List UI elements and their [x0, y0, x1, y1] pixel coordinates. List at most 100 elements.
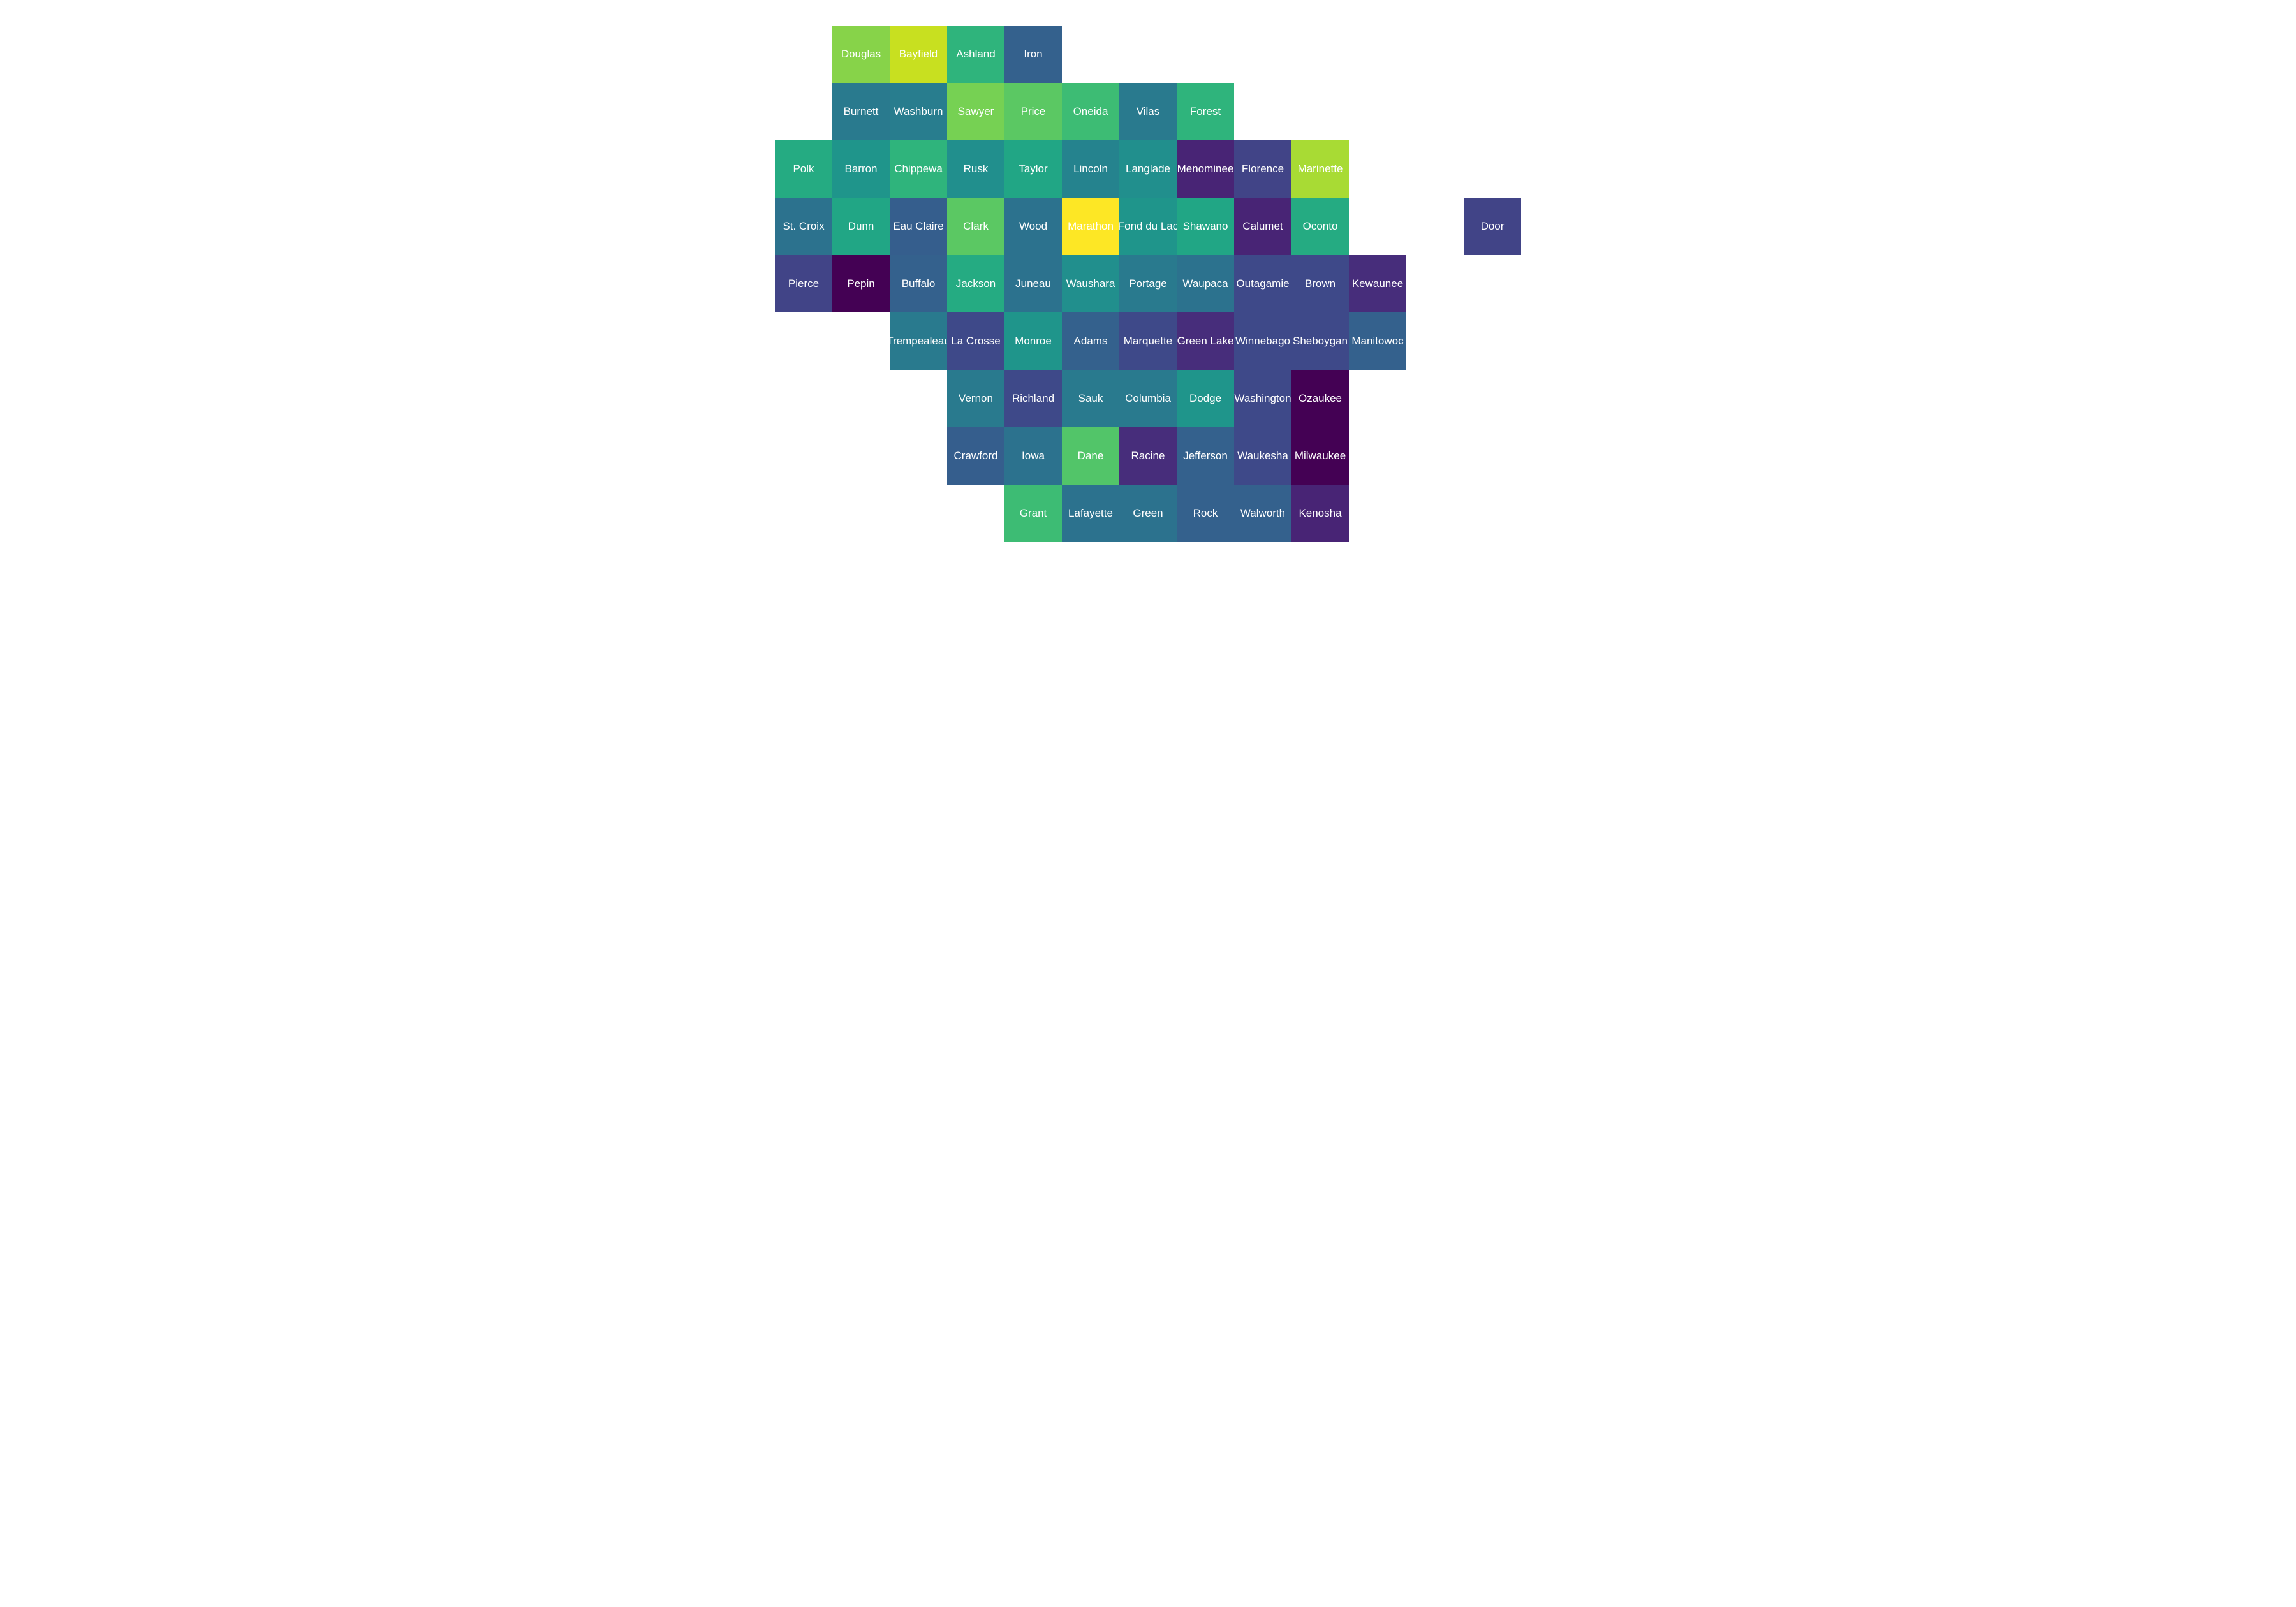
tile-label: Marathon: [1068, 220, 1114, 233]
tile-label: Rock: [1193, 507, 1218, 520]
tile-menominee: Menominee: [1177, 140, 1234, 198]
tile-adams: Adams: [1062, 312, 1119, 370]
tile-label: Dodge: [1189, 392, 1221, 405]
tile-calumet: Calumet: [1234, 198, 1292, 255]
tile-pepin: Pepin: [832, 255, 890, 312]
tile-lafayette: Lafayette: [1062, 485, 1119, 542]
tile-manitowoc: Manitowoc: [1349, 312, 1406, 370]
tile-label: Fond du Lac: [1119, 220, 1177, 233]
tile-label: Iowa: [1022, 450, 1045, 462]
tile-label: Eau Claire: [893, 220, 943, 233]
tile-label: Milwaukee: [1295, 450, 1346, 462]
tile-lincoln: Lincoln: [1062, 140, 1119, 198]
tile-label: Vernon: [959, 392, 993, 405]
tile-label: Oneida: [1073, 105, 1108, 118]
tile-label: Lincoln: [1073, 163, 1108, 175]
tile-label: Pepin: [847, 277, 874, 290]
tile-brown: Brown: [1292, 255, 1349, 312]
tile-price: Price: [1004, 83, 1062, 140]
tile-marinette: Marinette: [1292, 140, 1349, 198]
tile-label: Portage: [1129, 277, 1167, 290]
tile-label: Crawford: [954, 450, 998, 462]
tile-sawyer: Sawyer: [947, 83, 1004, 140]
tile-milwaukee: Milwaukee: [1292, 427, 1349, 485]
tile-label: Jackson: [956, 277, 996, 290]
tile-douglas: Douglas: [832, 26, 890, 83]
tile-label: Jefferson: [1183, 450, 1228, 462]
tile-trempealeau: Trempealeau: [890, 312, 947, 370]
tile-grant: Grant: [1004, 485, 1062, 542]
tile-portage: Portage: [1119, 255, 1177, 312]
tile-label: Sawyer: [958, 105, 994, 118]
wisconsin-tilegrid-map: DouglasBayfieldAshlandIronBurnettWashbur…: [775, 26, 1521, 542]
tile-label: Taylor: [1019, 163, 1047, 175]
tile-oneida: Oneida: [1062, 83, 1119, 140]
tile-label: Green Lake: [1177, 335, 1234, 348]
tile-langlade: Langlade: [1119, 140, 1177, 198]
tile-label: Racine: [1131, 450, 1165, 462]
tile-label: Polk: [793, 163, 814, 175]
tile-label: Grant: [1020, 507, 1047, 520]
tile-label: La Crosse: [951, 335, 1000, 348]
tile-label: Barron: [844, 163, 877, 175]
tile-label: Richland: [1012, 392, 1054, 405]
tile-sheboygan: Sheboygan: [1292, 312, 1349, 370]
tile-ozaukee: Ozaukee: [1292, 370, 1349, 427]
tile-label: Vilas: [1137, 105, 1160, 118]
tile-label: Bayfield: [899, 48, 938, 61]
tile-label: Walworth: [1240, 507, 1285, 520]
tile-label: Dunn: [848, 220, 874, 233]
tile-label: Door: [1481, 220, 1505, 233]
tile-rusk: Rusk: [947, 140, 1004, 198]
tile-barron: Barron: [832, 140, 890, 198]
tile-label: Marinette: [1298, 163, 1343, 175]
tile-vernon: Vernon: [947, 370, 1004, 427]
tile-st-croix: St. Croix: [775, 198, 832, 255]
tile-jefferson: Jefferson: [1177, 427, 1234, 485]
tile-label: Columbia: [1125, 392, 1171, 405]
tile-label: Iron: [1024, 48, 1042, 61]
tile-eau-claire: Eau Claire: [890, 198, 947, 255]
tile-juneau: Juneau: [1004, 255, 1062, 312]
tile-label: Outagamie: [1236, 277, 1289, 290]
tile-label: St. Croix: [783, 220, 824, 233]
tile-dane: Dane: [1062, 427, 1119, 485]
tile-label: Kenosha: [1299, 507, 1341, 520]
tile-kewaunee: Kewaunee: [1349, 255, 1406, 312]
tile-label: Brown: [1305, 277, 1336, 290]
tile-label: Waushara: [1066, 277, 1115, 290]
tile-green-lake: Green Lake: [1177, 312, 1234, 370]
tile-crawford: Crawford: [947, 427, 1004, 485]
tile-vilas: Vilas: [1119, 83, 1177, 140]
tile-dodge: Dodge: [1177, 370, 1234, 427]
tile-label: Forest: [1190, 105, 1221, 118]
tile-fond-du-lac: Fond du Lac: [1119, 198, 1177, 255]
tile-label: Waukesha: [1237, 450, 1288, 462]
tile-label: Trempealeau: [890, 335, 947, 348]
tile-label: Lafayette: [1068, 507, 1113, 520]
tile-marathon: Marathon: [1062, 198, 1119, 255]
tile-marquette: Marquette: [1119, 312, 1177, 370]
tile-jackson: Jackson: [947, 255, 1004, 312]
tile-label: Waupaca: [1182, 277, 1228, 290]
tile-iowa: Iowa: [1004, 427, 1062, 485]
tile-label: Florence: [1242, 163, 1284, 175]
tile-label: Price: [1021, 105, 1046, 118]
tile-green: Green: [1119, 485, 1177, 542]
tile-shawano: Shawano: [1177, 198, 1234, 255]
tile-label: Douglas: [841, 48, 881, 61]
tile-buffalo: Buffalo: [890, 255, 947, 312]
tile-winnebago: Winnebago: [1234, 312, 1292, 370]
tile-label: Burnett: [844, 105, 879, 118]
tile-label: Marquette: [1124, 335, 1173, 348]
tile-clark: Clark: [947, 198, 1004, 255]
tile-iron: Iron: [1004, 26, 1062, 83]
tile-label: Buffalo: [902, 277, 936, 290]
tile-label: Ozaukee: [1299, 392, 1342, 405]
tile-florence: Florence: [1234, 140, 1292, 198]
tile-door: Door: [1464, 198, 1521, 255]
tile-monroe: Monroe: [1004, 312, 1062, 370]
tile-label: Kewaunee: [1352, 277, 1403, 290]
tile-label: Calumet: [1242, 220, 1283, 233]
tile-label: Clark: [963, 220, 989, 233]
